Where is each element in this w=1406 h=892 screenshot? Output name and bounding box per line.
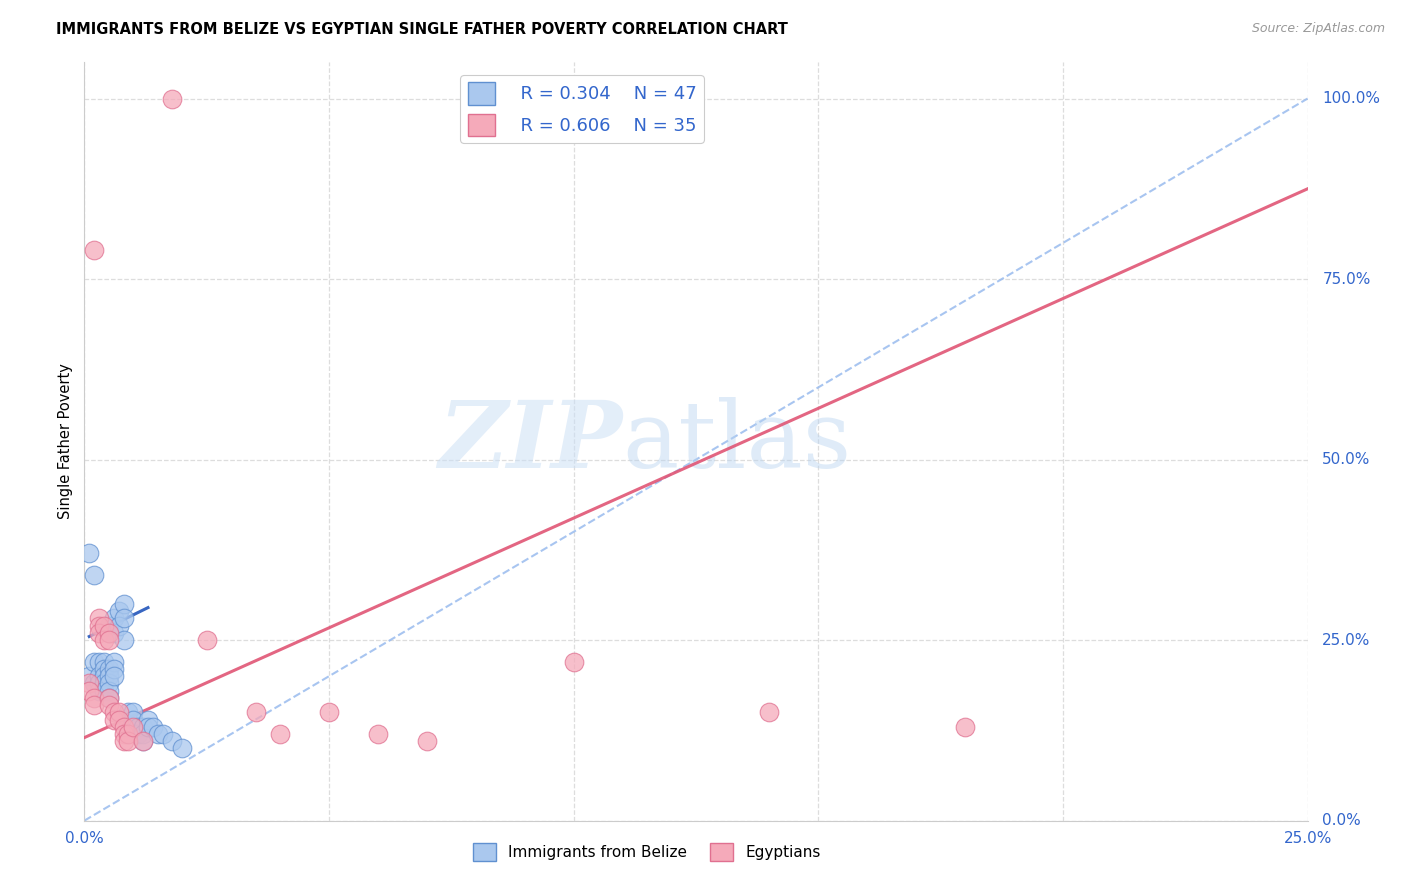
- Point: [245, 706, 267, 720]
- Y-axis label: Single Father Poverty: Single Father Poverty: [58, 364, 73, 519]
- Point: [112, 611, 135, 625]
- Point: [103, 669, 125, 683]
- Point: [122, 713, 145, 727]
- Text: 75.0%: 75.0%: [1322, 271, 1371, 286]
- Point: [97, 676, 120, 690]
- Point: [416, 734, 439, 748]
- Point: [142, 720, 165, 734]
- Point: [318, 706, 340, 720]
- Point: [152, 727, 174, 741]
- Point: [97, 618, 120, 632]
- Point: [117, 727, 139, 741]
- Point: [112, 734, 135, 748]
- Point: [112, 720, 135, 734]
- Point: [97, 690, 120, 705]
- Point: [87, 655, 110, 669]
- Text: ZIP: ZIP: [439, 397, 623, 486]
- Point: [112, 633, 135, 648]
- Point: [122, 720, 145, 734]
- Point: [107, 618, 129, 632]
- Point: [103, 713, 125, 727]
- Point: [87, 669, 110, 683]
- Text: 50.0%: 50.0%: [1322, 452, 1371, 467]
- Point: [83, 676, 105, 690]
- Point: [127, 720, 149, 734]
- Point: [132, 720, 155, 734]
- Point: [107, 713, 129, 727]
- Point: [112, 597, 135, 611]
- Point: [132, 734, 155, 748]
- Point: [172, 741, 194, 756]
- Text: 0.0%: 0.0%: [1322, 814, 1361, 828]
- Point: [93, 618, 115, 632]
- Point: [146, 727, 169, 741]
- Text: atlas: atlas: [623, 397, 852, 486]
- Point: [87, 618, 110, 632]
- Text: 25.0%: 25.0%: [1284, 831, 1331, 847]
- Point: [562, 655, 585, 669]
- Point: [195, 633, 218, 648]
- Point: [77, 683, 100, 698]
- Point: [112, 727, 135, 741]
- Point: [93, 669, 115, 683]
- Point: [132, 734, 155, 748]
- Point: [97, 698, 120, 712]
- Point: [103, 706, 125, 720]
- Point: [87, 676, 110, 690]
- Point: [87, 611, 110, 625]
- Text: 0.0%: 0.0%: [65, 831, 104, 847]
- Point: [136, 713, 159, 727]
- Point: [103, 662, 125, 676]
- Point: [97, 669, 120, 683]
- Point: [83, 690, 105, 705]
- Point: [97, 633, 120, 648]
- Point: [93, 655, 115, 669]
- Point: [367, 727, 389, 741]
- Point: [136, 720, 159, 734]
- Point: [93, 676, 115, 690]
- Text: Source: ZipAtlas.com: Source: ZipAtlas.com: [1251, 22, 1385, 36]
- Point: [117, 720, 139, 734]
- Point: [117, 734, 139, 748]
- Point: [103, 626, 125, 640]
- Point: [117, 706, 139, 720]
- Text: 25.0%: 25.0%: [1322, 632, 1371, 648]
- Point: [162, 734, 184, 748]
- Point: [93, 633, 115, 648]
- Point: [132, 727, 155, 741]
- Point: [127, 727, 149, 741]
- Point: [97, 662, 120, 676]
- Point: [122, 706, 145, 720]
- Point: [103, 611, 125, 625]
- Point: [758, 706, 780, 720]
- Point: [93, 683, 115, 698]
- Point: [162, 91, 184, 105]
- Text: 100.0%: 100.0%: [1322, 91, 1381, 106]
- Point: [93, 662, 115, 676]
- Point: [83, 655, 105, 669]
- Point: [107, 706, 129, 720]
- Point: [77, 669, 100, 683]
- Legend: Immigrants from Belize, Egyptians: Immigrants from Belize, Egyptians: [467, 837, 827, 868]
- Point: [77, 676, 100, 690]
- Point: [77, 546, 100, 560]
- Point: [97, 626, 120, 640]
- Point: [107, 604, 129, 618]
- Point: [83, 568, 105, 582]
- Point: [87, 626, 110, 640]
- Point: [83, 243, 105, 257]
- Point: [83, 698, 105, 712]
- Point: [97, 690, 120, 705]
- Point: [87, 683, 110, 698]
- Point: [103, 655, 125, 669]
- Point: [953, 720, 976, 734]
- Point: [97, 626, 120, 640]
- Point: [97, 683, 120, 698]
- Text: IMMIGRANTS FROM BELIZE VS EGYPTIAN SINGLE FATHER POVERTY CORRELATION CHART: IMMIGRANTS FROM BELIZE VS EGYPTIAN SINGL…: [56, 22, 789, 37]
- Point: [269, 727, 291, 741]
